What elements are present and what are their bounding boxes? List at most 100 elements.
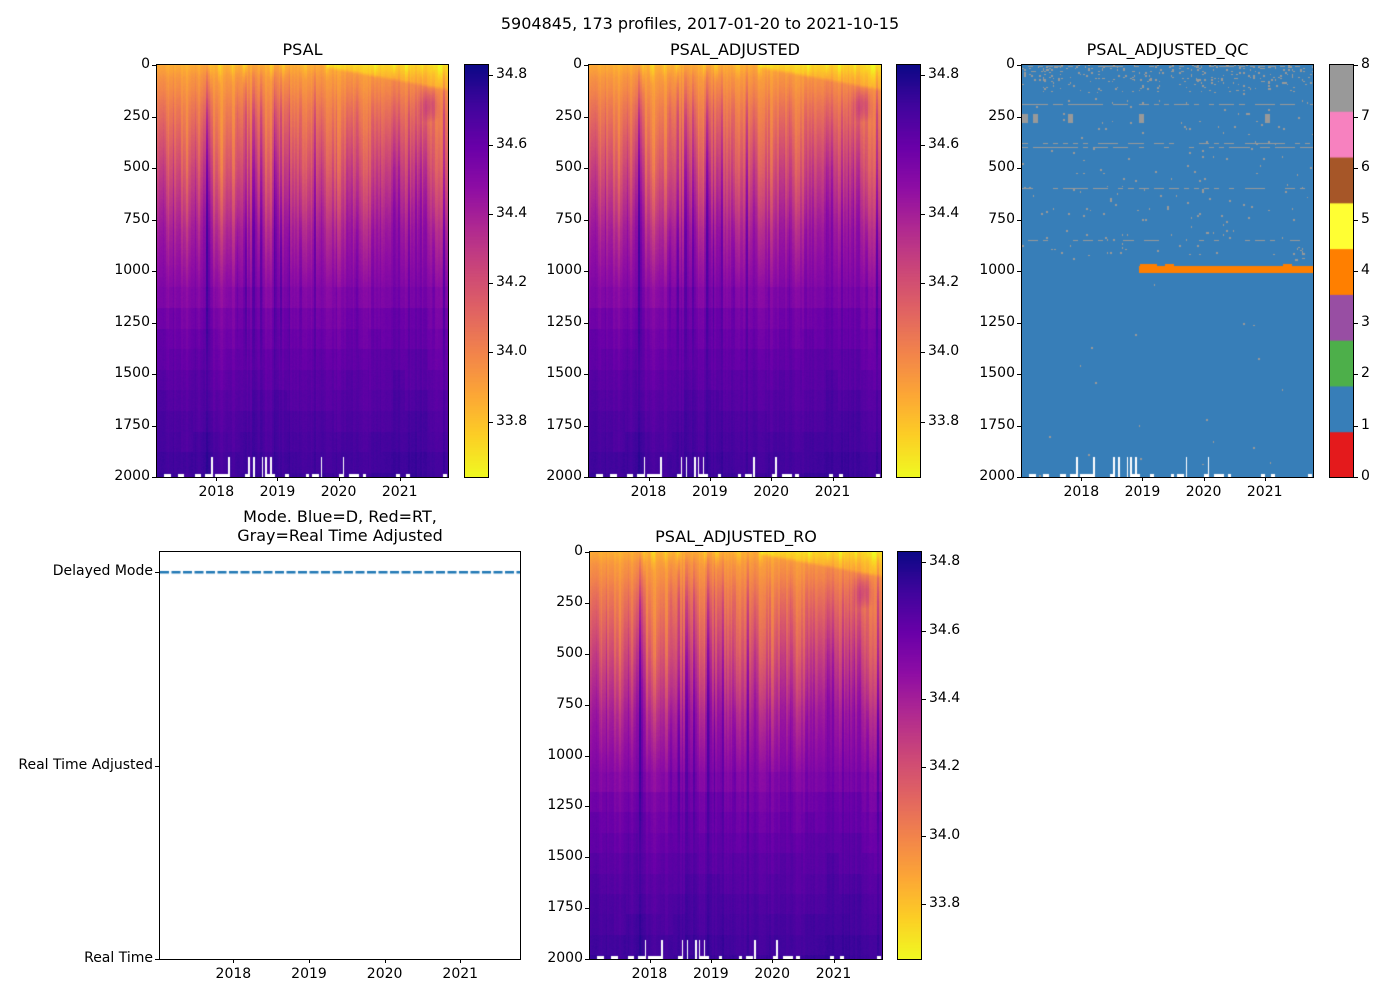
psal-adjusted-qc-heatmap-panel <box>1021 64 1314 478</box>
x-tick <box>308 959 310 963</box>
y-tick <box>585 755 589 757</box>
x-tick <box>1264 477 1266 481</box>
y-tick-label: 500 <box>123 159 150 175</box>
y-tick <box>584 322 588 324</box>
colorbar-tick-label: 4 <box>1361 262 1370 278</box>
y-tick <box>585 552 589 553</box>
colorbar-tick <box>922 562 926 564</box>
qc-flag-colorbar <box>1329 64 1354 478</box>
y-tick-label: 2000 <box>547 950 583 966</box>
x-tick <box>1081 477 1083 481</box>
y-tick <box>584 116 588 118</box>
x-tick-label: 2021 <box>815 966 852 982</box>
x-tick-label: 2019 <box>693 966 729 982</box>
y-tick <box>585 959 589 960</box>
y-tick <box>152 116 156 118</box>
colorbar-tick <box>921 213 925 215</box>
panel-title-psal-adjusted-ro: PSAL_ADJUSTED_RO <box>655 527 817 546</box>
x-tick-label: 2018 <box>1063 484 1100 500</box>
psal-colorbar <box>464 64 489 478</box>
y-tick-label: 1500 <box>546 365 582 381</box>
colorbar-tick <box>922 835 926 837</box>
psal-colorbar-canvas <box>465 65 488 477</box>
psal-heatmap-panel <box>156 64 449 478</box>
colorbar-tick-label: 34.4 <box>496 204 528 221</box>
y-tick-label: 750 <box>556 695 583 712</box>
x-tick <box>709 477 711 481</box>
colorbar-tick <box>489 352 493 354</box>
colorbar-tick <box>922 630 926 632</box>
colorbar-tick-label: 34.8 <box>496 66 528 83</box>
colorbar-tick <box>922 767 926 769</box>
colorbar-tick-label: 6 <box>1361 159 1370 175</box>
y-tick-label: 250 <box>555 107 582 124</box>
y-tick-label: 1000 <box>546 262 582 278</box>
y-tick-label: 1250 <box>547 797 583 814</box>
y-tick <box>585 653 589 655</box>
y-tick-label: 1000 <box>979 262 1015 278</box>
mode-y-tick-label: Real Time <box>84 950 153 966</box>
colorbar-tick-label: 2 <box>1361 365 1370 381</box>
y-tick-label: 250 <box>123 107 150 124</box>
y-tick <box>1017 374 1021 375</box>
y-tick-label: 0 <box>573 56 582 72</box>
colorbar-tick-label: 34.8 <box>929 553 961 570</box>
colorbar-tick <box>489 283 493 285</box>
y-tick <box>1017 219 1021 221</box>
colorbar-tick <box>489 75 493 77</box>
colorbar-tick-label: 34.2 <box>496 274 528 291</box>
colorbar-tick <box>1354 425 1358 427</box>
x-tick-label: 2021 <box>1246 484 1283 500</box>
y-tick-label: 250 <box>556 593 583 610</box>
y-tick-label: 750 <box>555 210 582 227</box>
colorbar-tick <box>489 213 493 215</box>
x-tick <box>338 477 340 481</box>
y-tick-label: 2000 <box>114 468 150 484</box>
panel-title-mode-line2: Gray=Real Time Adjusted <box>237 526 443 545</box>
y-tick-label: 1750 <box>546 416 582 433</box>
x-tick <box>277 477 279 481</box>
colorbar-tick <box>921 75 925 77</box>
colorbar-tick-label: 34.0 <box>928 343 960 360</box>
y-tick <box>155 959 159 960</box>
qc-flag-colorbar-canvas <box>1330 65 1353 477</box>
x-tick <box>384 959 386 963</box>
x-tick-label: 2018 <box>198 484 235 500</box>
psal-adjusted-ro-colorbar <box>897 551 922 960</box>
x-tick-label: 2020 <box>753 484 789 500</box>
y-tick-label: 500 <box>556 644 583 661</box>
y-tick <box>584 219 588 221</box>
colorbar-tick <box>1354 116 1358 118</box>
colorbar-tick-label: 3 <box>1361 313 1370 330</box>
x-tick <box>649 959 651 963</box>
colorbar-tick-label: 34.0 <box>496 343 528 360</box>
colorbar-tick-label: 34.2 <box>928 274 960 291</box>
y-tick <box>585 908 589 910</box>
x-tick-label: 2021 <box>814 484 851 500</box>
y-tick <box>155 765 159 767</box>
y-tick <box>584 65 588 66</box>
x-tick-label: 2020 <box>366 966 403 982</box>
y-tick-label: 750 <box>988 210 1015 227</box>
y-tick <box>152 65 156 66</box>
colorbar-tick <box>1354 374 1358 375</box>
y-tick-label: 1500 <box>547 848 583 865</box>
colorbar-tick <box>921 144 925 146</box>
colorbar-tick <box>1354 271 1358 272</box>
x-tick <box>1203 477 1205 481</box>
x-tick <box>833 959 835 963</box>
y-tick-label: 0 <box>574 543 583 559</box>
y-tick <box>152 322 156 324</box>
y-tick <box>1017 322 1021 324</box>
y-tick <box>152 374 156 375</box>
y-tick-label: 1750 <box>979 416 1015 433</box>
panel-title-psal-adjusted: PSAL_ADJUSTED <box>669 40 800 59</box>
y-tick-label: 1250 <box>546 313 582 330</box>
x-tick <box>710 959 712 963</box>
x-tick <box>460 959 462 963</box>
y-tick-label: 750 <box>123 210 150 227</box>
mode-y-tick-label: Real Time Adjusted <box>18 756 153 773</box>
y-tick-label: 1750 <box>547 899 583 916</box>
y-tick-label: 1000 <box>114 262 150 278</box>
